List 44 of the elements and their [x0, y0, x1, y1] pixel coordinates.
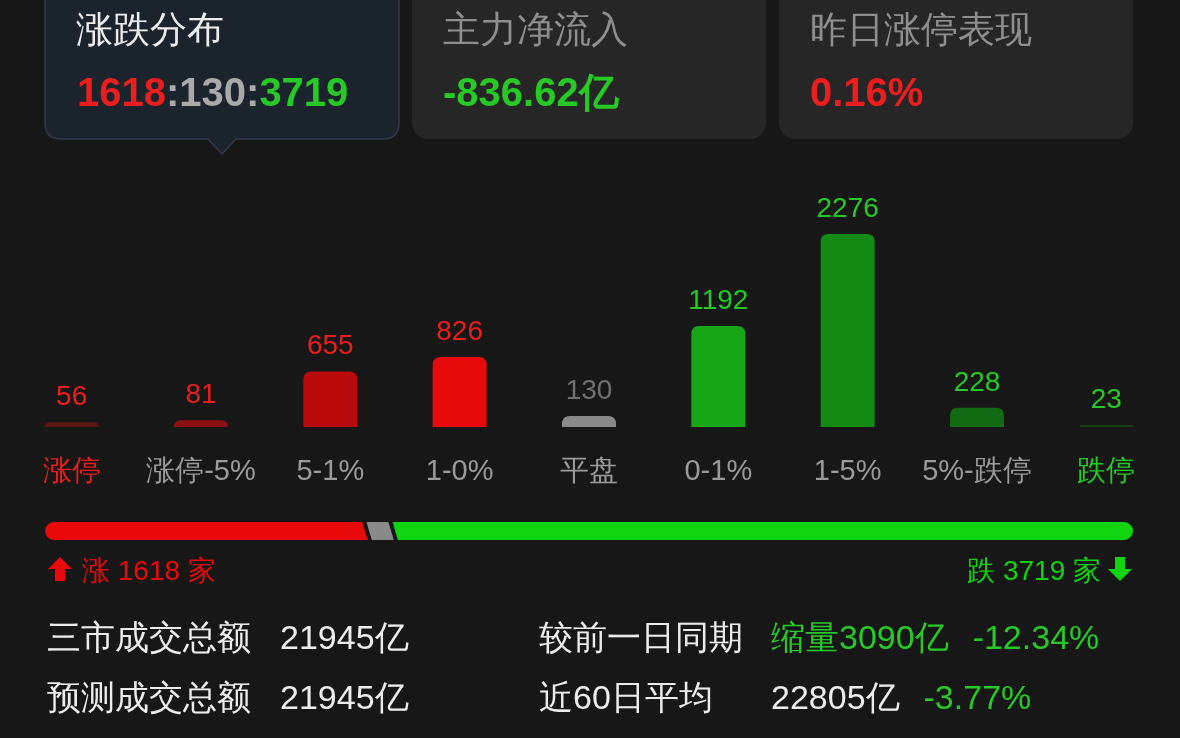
bar [820, 234, 875, 427]
text: 21945亿 [280, 678, 409, 716]
text: 昨日涨停表现 [810, 9, 1032, 50]
text: -3.77% [923, 678, 1032, 716]
text: 21945亿 [280, 618, 409, 656]
text: 1618:130:3719 [77, 70, 349, 114]
text: 预测成交总额 [47, 678, 251, 716]
data-label: 2276 [816, 192, 879, 223]
bar [562, 415, 616, 427]
x-tick-label: 1-5% [813, 454, 882, 486]
text: 三市成交总额 [47, 618, 251, 656]
data-label: 56 [56, 380, 88, 412]
data-label: 228 [953, 365, 1001, 397]
data-label: 130 [565, 373, 613, 405]
x-tick-label: 5%-跌停 [922, 454, 1032, 486]
text: 0.16% [810, 70, 924, 114]
text: 跌 3719 家 [967, 555, 1101, 586]
x-tick-label: 0-1% [684, 454, 753, 486]
x-tick-label: 1-0% [425, 454, 494, 486]
x-tick-label: 涨停-5% [146, 454, 256, 486]
text: 涨跌分布 [76, 9, 224, 50]
text: 主力净流入 [443, 9, 628, 50]
text: -12.34% [972, 618, 1100, 656]
text: -836.62亿 [443, 70, 620, 114]
bar [174, 420, 228, 427]
bar [432, 356, 487, 427]
x-tick-label: 5-1% [296, 454, 365, 486]
data-label: 1192 [688, 283, 749, 315]
text: 近60日平均 [539, 678, 713, 716]
text: 较前一日同期 [539, 618, 743, 656]
bar [303, 371, 358, 427]
data-label: 23 [1090, 383, 1122, 415]
bar [691, 325, 746, 427]
x-tick-label: 跌停 [1077, 454, 1136, 486]
data-label: 826 [436, 314, 484, 346]
x-tick-label: 平盘 [560, 454, 618, 486]
text: 涨 1618 家 [82, 555, 216, 586]
text: 缩量3090亿 [771, 618, 949, 656]
bar [950, 407, 1004, 427]
x-tick-label: 涨停 [42, 454, 101, 486]
text: 22805亿 [771, 678, 900, 716]
data-label: 655 [306, 329, 354, 361]
data-label: 81 [185, 378, 217, 410]
bar [44, 422, 99, 427]
